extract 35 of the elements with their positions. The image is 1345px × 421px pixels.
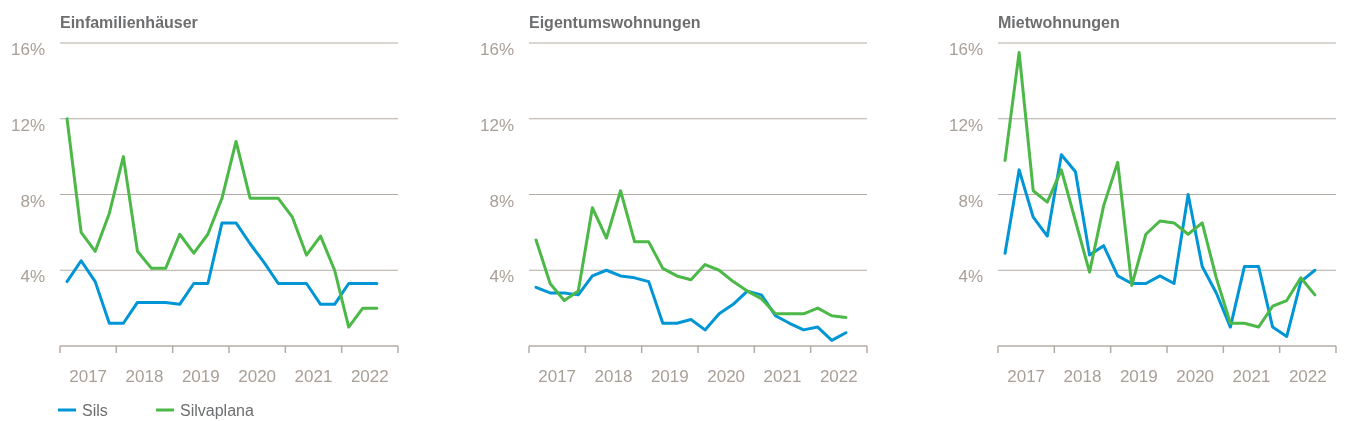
y-tick-label: 12% xyxy=(479,115,514,135)
x-tick-label: 2022 xyxy=(350,367,389,386)
x-tick-label: 2019 xyxy=(650,367,689,386)
x-tick-label: 2020 xyxy=(707,367,746,386)
x-tick-label: 2021 xyxy=(1232,367,1271,386)
chart-title: Eigentumswohnungen xyxy=(529,14,701,31)
y-tick-label: 12% xyxy=(10,115,45,135)
legend-label: Silvaplana xyxy=(180,402,254,419)
x-tick-label: 2019 xyxy=(181,367,220,386)
x-tick-label: 2020 xyxy=(238,367,277,386)
y-tick-label: 16% xyxy=(10,40,45,59)
x-tick-label: 2018 xyxy=(125,367,164,386)
y-tick-label: 4% xyxy=(489,267,514,287)
y-tick-label: 16% xyxy=(948,40,983,59)
chart-title: Mietwohnungen xyxy=(998,14,1120,31)
x-tick-label: 2022 xyxy=(819,367,858,386)
y-tick-label: 8% xyxy=(489,191,514,211)
x-tick-label: 2017 xyxy=(538,367,577,386)
y-tick-label: 4% xyxy=(958,267,983,287)
chart-title: Einfamilienhäuser xyxy=(60,14,198,31)
x-tick-label: 2018 xyxy=(594,367,633,386)
x-tick-label: 2017 xyxy=(69,367,108,386)
x-tick-label: 2021 xyxy=(294,367,333,386)
x-tick-label: 2020 xyxy=(1176,367,1215,386)
y-tick-label: 16% xyxy=(479,40,514,59)
x-tick-label: 2018 xyxy=(1063,367,1102,386)
x-tick-label: 2019 xyxy=(1119,367,1158,386)
y-tick-label: 4% xyxy=(20,267,45,287)
y-tick-label: 8% xyxy=(20,191,45,211)
y-tick-label: 12% xyxy=(948,115,983,135)
y-tick-label: 8% xyxy=(958,191,983,211)
x-tick-label: 2022 xyxy=(1288,367,1327,386)
x-tick-label: 2021 xyxy=(763,367,802,386)
legend-label: Sils xyxy=(82,402,108,419)
x-tick-label: 2017 xyxy=(1007,367,1046,386)
